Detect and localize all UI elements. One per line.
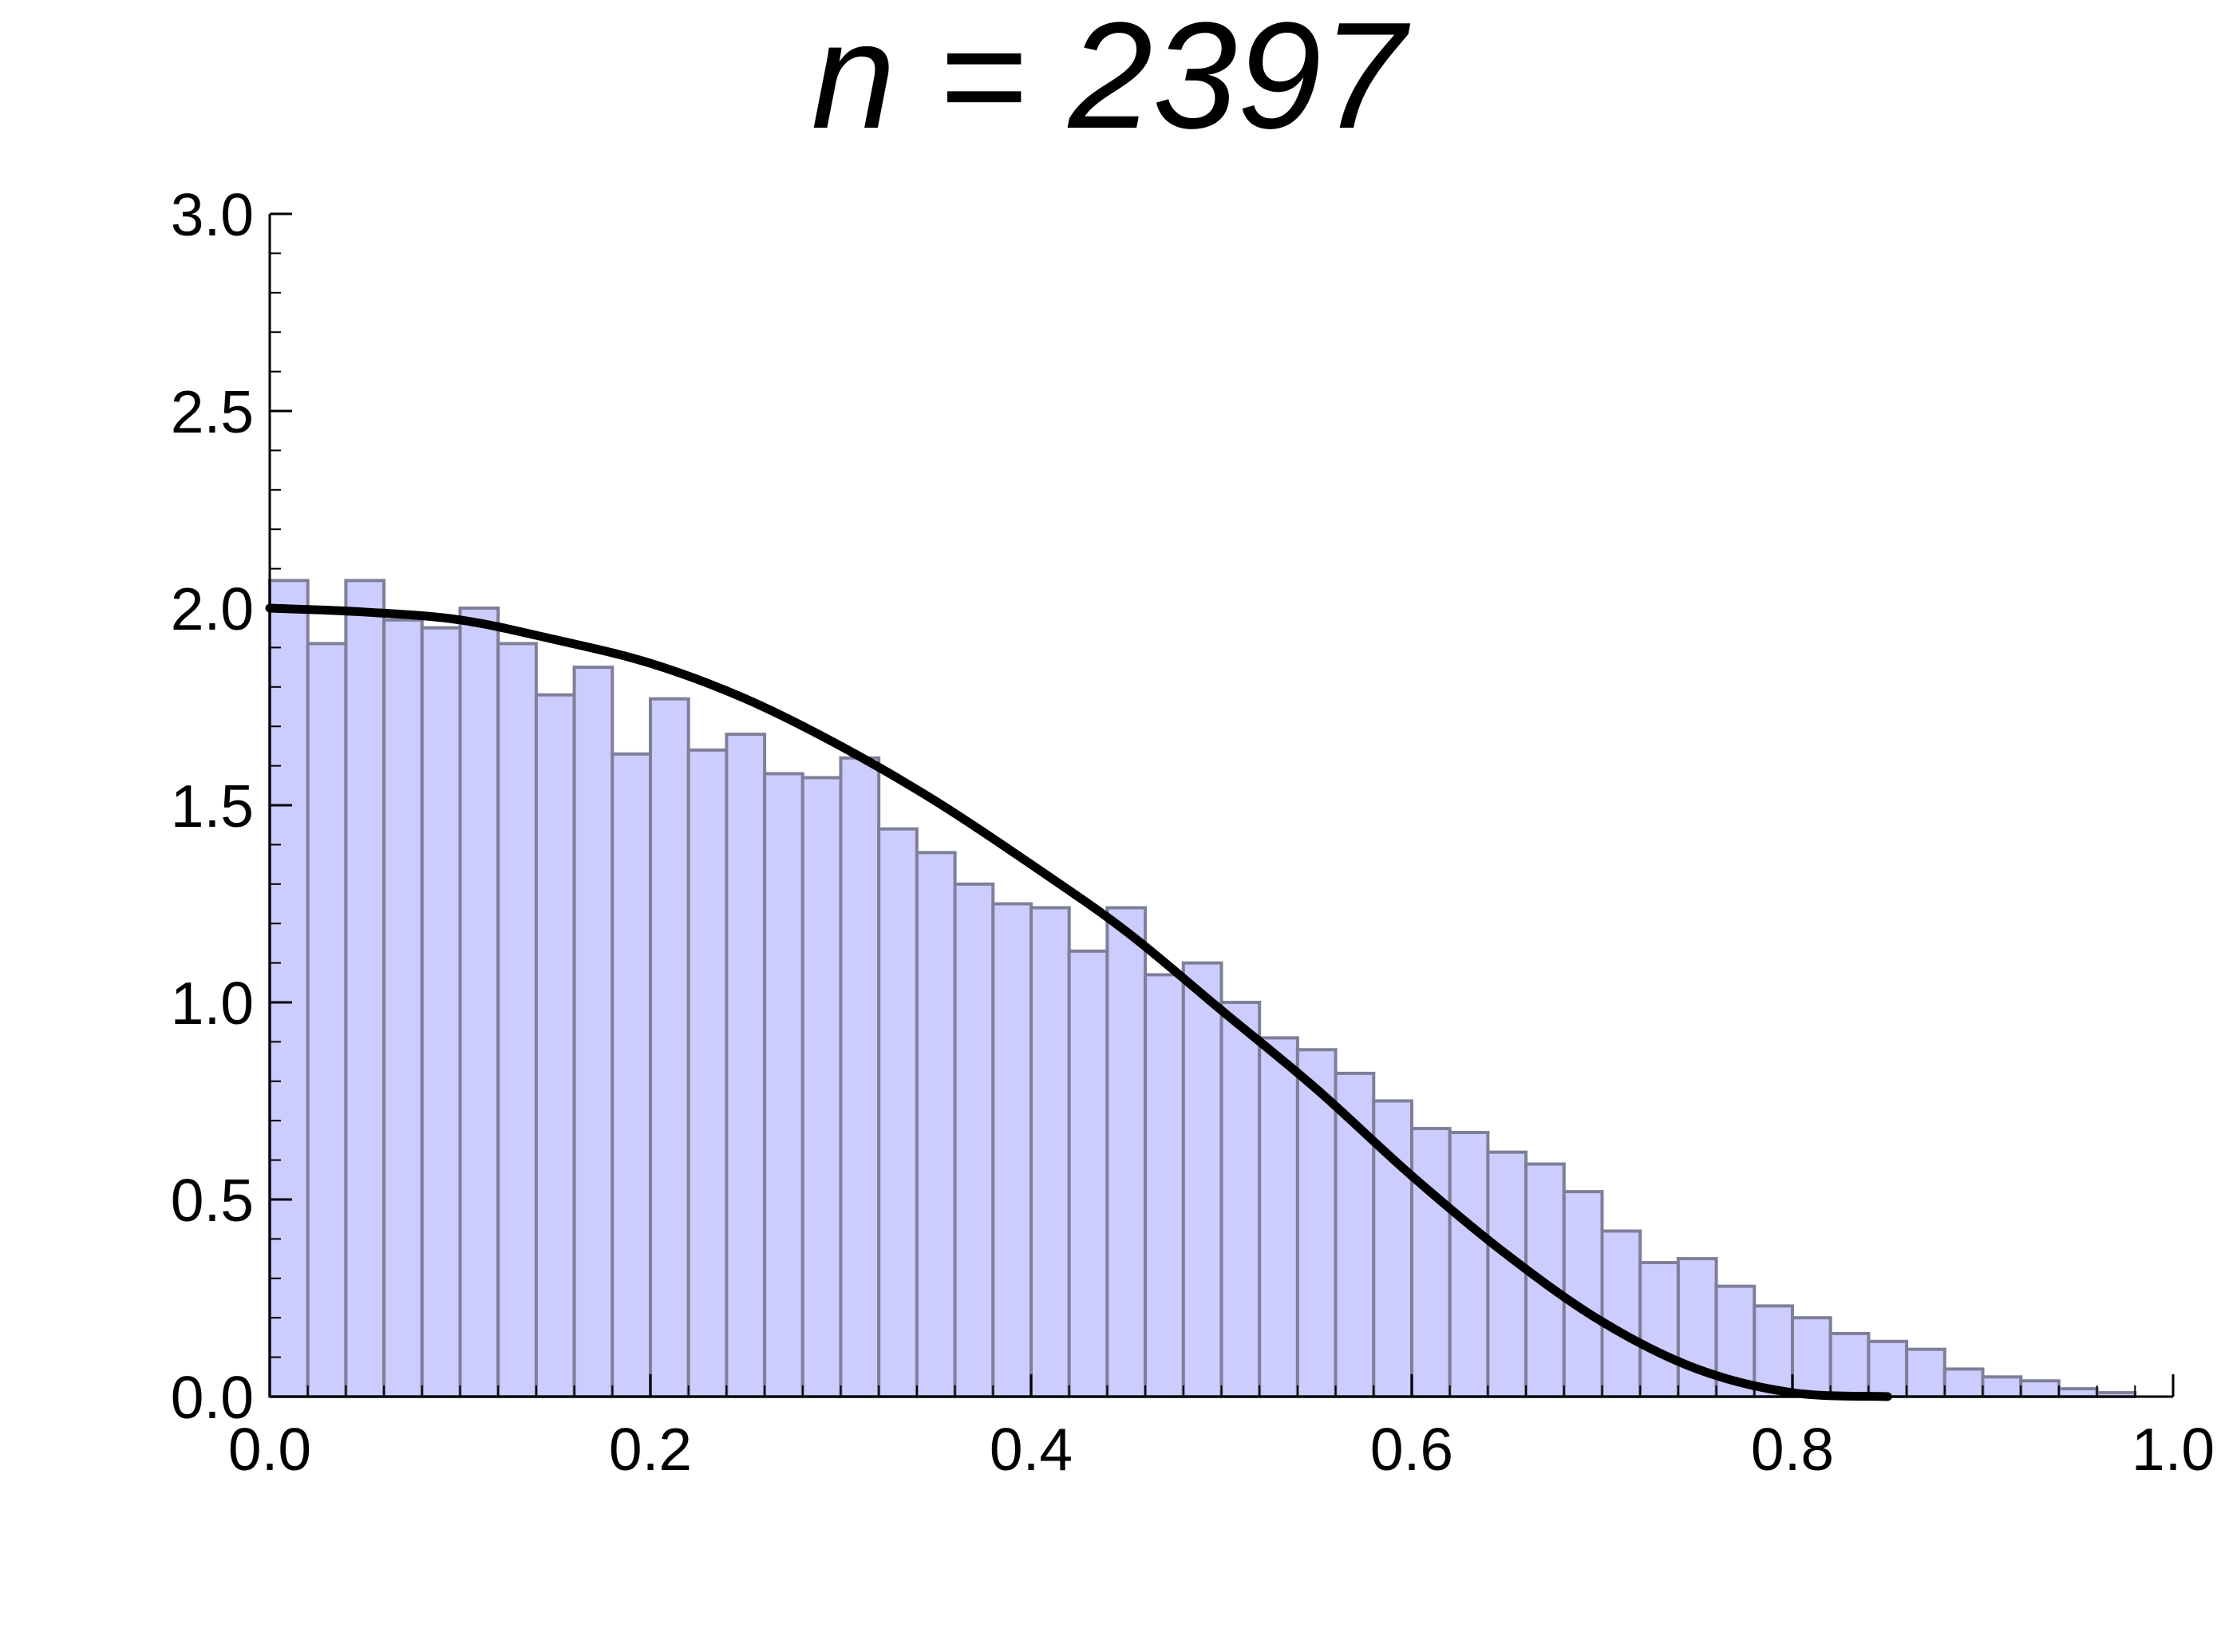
histogram-bar [1029, 906, 1071, 1398]
x-tick-label: 1.0 [2132, 1416, 2215, 1483]
histogram-bar [800, 776, 843, 1398]
histogram-bar [1181, 961, 1223, 1398]
histogram-bar [268, 579, 310, 1398]
histogram-bar [953, 882, 995, 1399]
axes-group: 0.0 0.2 0.4 0.6 0.8 1.0 0.0 0.5 1.0 1.5 2.0 2.5 3.0 [171, 181, 2215, 1483]
bars-group [268, 579, 2137, 1399]
histogram-bar [763, 772, 804, 1398]
histogram-bar [458, 607, 500, 1398]
x-tick-label: 0.8 [1751, 1416, 1834, 1483]
histogram-bar [1448, 1131, 1490, 1399]
density-curve [265, 603, 1892, 1401]
histogram-bar [1067, 949, 1109, 1398]
histogram-bar [686, 748, 729, 1398]
histogram-bar [611, 752, 652, 1398]
x-tick-label: 0.4 [990, 1416, 1073, 1483]
histogram-bar [1981, 1375, 2023, 1399]
histogram-bar [344, 579, 386, 1398]
y-tick-label: 0.5 [171, 1167, 254, 1234]
histogram-bar [420, 626, 462, 1398]
histogram-bar [1791, 1316, 1832, 1398]
histogram-bar [725, 733, 767, 1398]
y-tick-label: 3.0 [171, 181, 254, 248]
histogram-bar [1638, 1261, 1680, 1399]
histogram-bar [1105, 906, 1148, 1398]
histogram-bar [991, 902, 1033, 1398]
histogram-bar [1486, 1150, 1528, 1398]
x-tick-label: 0.2 [609, 1416, 692, 1483]
y-tick-label: 2.0 [171, 575, 254, 642]
histogram-bar [839, 756, 881, 1398]
histogram-bar [877, 827, 919, 1398]
histogram-bar [1828, 1331, 1871, 1398]
histogram-bar [1219, 1001, 1262, 1398]
histogram-bar [1410, 1127, 1452, 1398]
histogram-bar [1144, 973, 1185, 1399]
y-tick-label: 1.5 [171, 773, 254, 840]
chart-title: n = 2397 [811, 0, 1406, 160]
histogram-bar [1942, 1367, 1985, 1399]
histogram-bar [1867, 1339, 1909, 1398]
histogram-bar [1562, 1190, 1604, 1398]
histogram-bar [649, 697, 690, 1398]
histogram-bar [534, 693, 576, 1398]
histogram-bar [572, 666, 615, 1398]
histogram-bar [2019, 1379, 2061, 1398]
y-tick-label: 1.0 [171, 970, 254, 1037]
histogram-bar [1905, 1347, 1946, 1398]
histogram-bar [1600, 1229, 1642, 1399]
histogram-bar [382, 618, 424, 1398]
histogram-bar [496, 642, 538, 1398]
histogram-bar [306, 642, 348, 1398]
x-tick-label: 0.6 [1370, 1416, 1453, 1483]
histogram-bar [915, 851, 957, 1398]
y-tick-label: 0.0 [171, 1364, 254, 1431]
y-tick-label: 2.5 [171, 378, 254, 445]
x-tick-label: 0.0 [228, 1416, 311, 1483]
histogram-bar [1258, 1036, 1299, 1398]
